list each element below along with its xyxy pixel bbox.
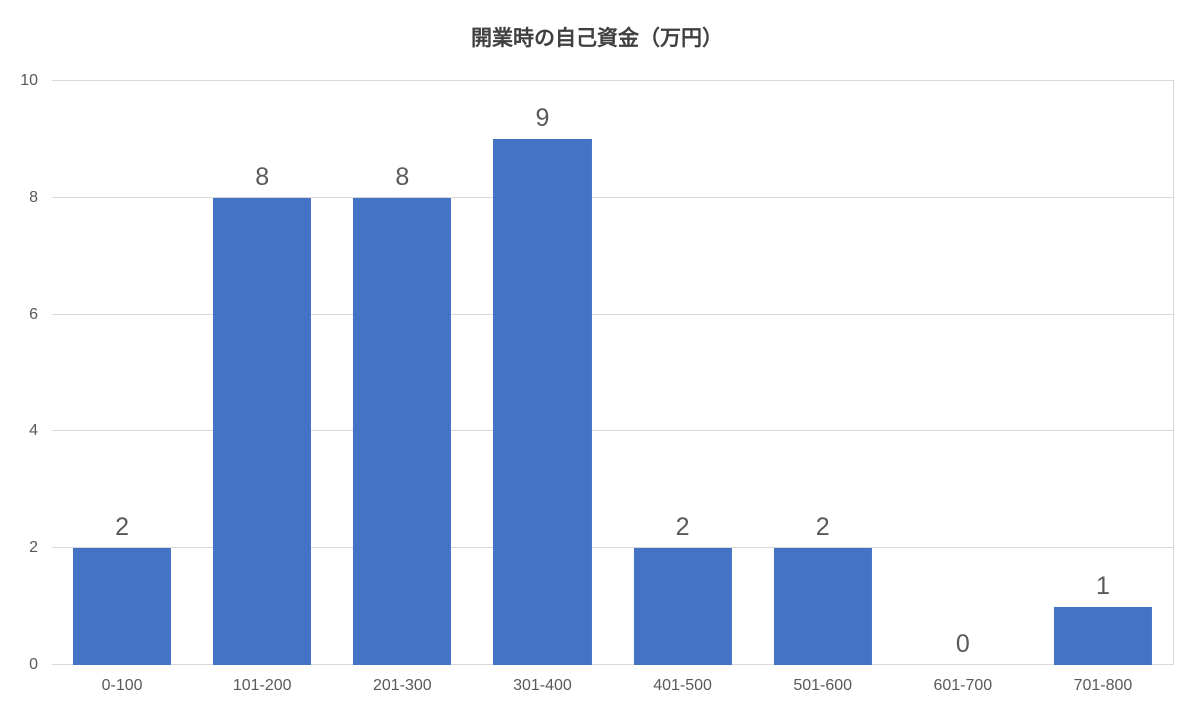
bar [774, 548, 872, 665]
data-label: 9 [535, 104, 549, 133]
bar [353, 198, 451, 665]
y-tick-label: 8 [29, 189, 38, 207]
y-tick-label: 0 [29, 656, 38, 674]
x-tick-label: 701-800 [1074, 677, 1133, 695]
chart-title: 開業時の自己資金（万円） [0, 22, 1194, 52]
bar [1054, 607, 1152, 665]
x-tick-label: 601-700 [933, 677, 992, 695]
y-tick-label: 10 [20, 72, 38, 90]
chart-container: 開業時の自己資金（万円） 024681020-1008101-2008201-3… [0, 0, 1194, 720]
bar-slot: 8101-200 [192, 81, 332, 665]
y-tick-label: 2 [29, 539, 38, 557]
bar-slot: 2401-500 [613, 81, 753, 665]
bar-slot: 0601-700 [893, 81, 1033, 665]
plot-area: 024681020-1008101-2008201-3009301-400240… [52, 80, 1174, 665]
x-tick-label: 201-300 [373, 677, 432, 695]
bar-slot: 2501-600 [753, 81, 893, 665]
x-tick-label: 101-200 [233, 677, 292, 695]
data-label: 0 [956, 630, 970, 659]
bar-slot: 9301-400 [472, 81, 612, 665]
x-tick-label: 501-600 [793, 677, 852, 695]
bar-slot: 20-100 [52, 81, 192, 665]
y-tick-label: 6 [29, 306, 38, 324]
x-tick-label: 401-500 [653, 677, 712, 695]
data-label: 2 [115, 513, 129, 542]
data-label: 1 [1096, 572, 1110, 601]
y-tick-label: 4 [29, 422, 38, 440]
bar-slot: 1701-800 [1033, 81, 1173, 665]
bar [73, 548, 171, 665]
data-label: 2 [676, 513, 690, 542]
bar [634, 548, 732, 665]
bar [213, 198, 311, 665]
bar [493, 139, 591, 665]
bars-group: 20-1008101-2008201-3009301-4002401-50025… [52, 81, 1173, 665]
data-label: 8 [395, 163, 409, 192]
x-tick-label: 0-100 [102, 677, 143, 695]
data-label: 8 [255, 163, 269, 192]
bar-slot: 8201-300 [332, 81, 472, 665]
data-label: 2 [816, 513, 830, 542]
x-tick-label: 301-400 [513, 677, 572, 695]
